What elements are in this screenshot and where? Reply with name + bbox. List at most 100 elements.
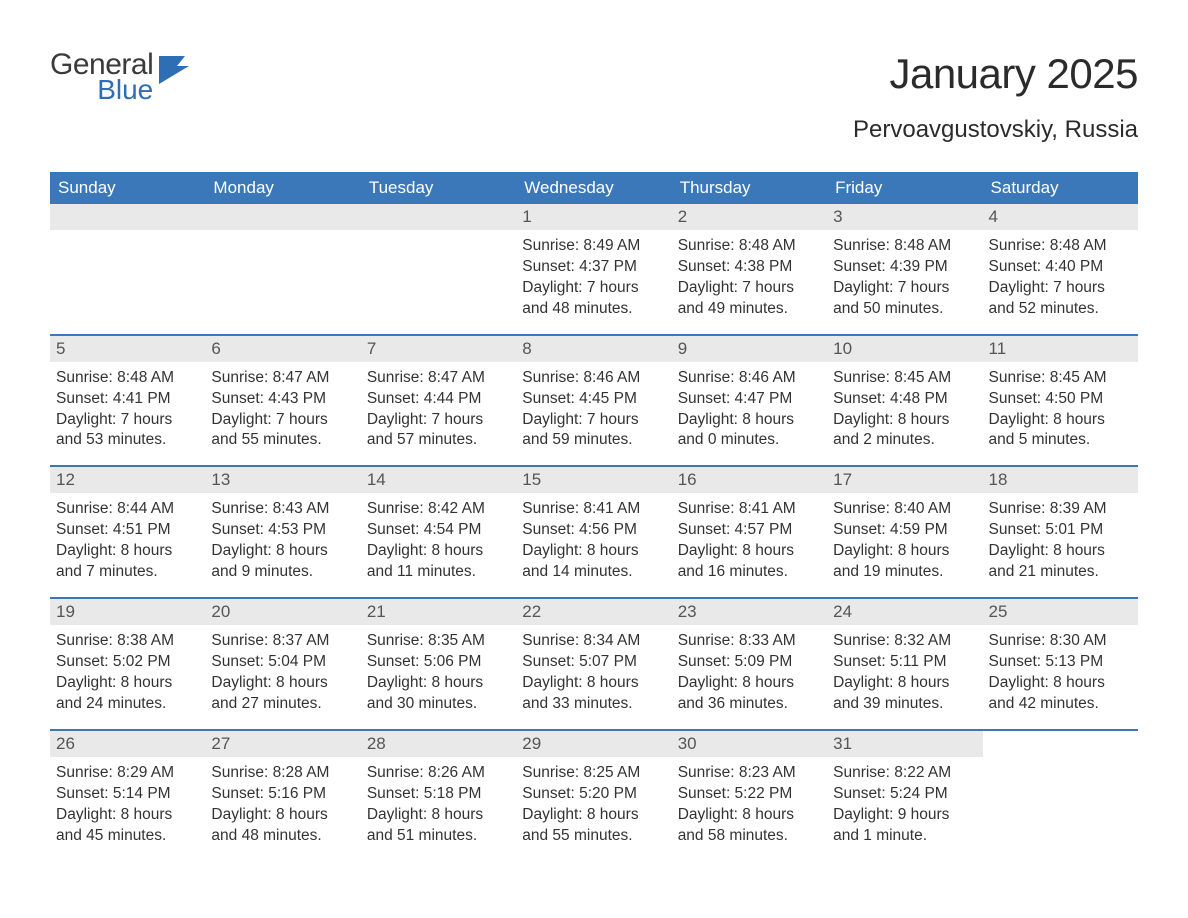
daylight-line1: Daylight: 8 hours	[833, 541, 976, 562]
day-number: 21	[361, 599, 516, 625]
daylight-line1: Daylight: 8 hours	[56, 541, 199, 562]
day-data: Sunrise: 8:48 AMSunset: 4:38 PMDaylight:…	[672, 230, 827, 334]
sunrise-text: Sunrise: 8:48 AM	[989, 236, 1132, 257]
calendar-cell: 30Sunrise: 8:23 AMSunset: 5:22 PMDayligh…	[672, 730, 827, 861]
empty-daynum	[205, 204, 360, 230]
day-number: 3	[827, 204, 982, 230]
day-number: 8	[516, 336, 671, 362]
brand-flag-icon	[159, 56, 197, 84]
day-number: 31	[827, 731, 982, 757]
brand-logo: General Blue	[50, 50, 197, 104]
calendar-cell	[205, 204, 360, 335]
weekday-header: Friday	[827, 172, 982, 204]
calendar-cell: 31Sunrise: 8:22 AMSunset: 5:24 PMDayligh…	[827, 730, 982, 861]
daylight-line2: and 33 minutes.	[522, 694, 665, 715]
sunrise-text: Sunrise: 8:42 AM	[367, 499, 510, 520]
calendar-week-row: 1Sunrise: 8:49 AMSunset: 4:37 PMDaylight…	[50, 204, 1138, 335]
sunrise-text: Sunrise: 8:44 AM	[56, 499, 199, 520]
day-number: 7	[361, 336, 516, 362]
sunrise-text: Sunrise: 8:48 AM	[833, 236, 976, 257]
sunset-text: Sunset: 4:39 PM	[833, 257, 976, 278]
calendar-week-row: 26Sunrise: 8:29 AMSunset: 5:14 PMDayligh…	[50, 730, 1138, 861]
daylight-line1: Daylight: 8 hours	[989, 410, 1132, 431]
sunrise-text: Sunrise: 8:39 AM	[989, 499, 1132, 520]
sunrise-text: Sunrise: 8:33 AM	[678, 631, 821, 652]
calendar-cell: 14Sunrise: 8:42 AMSunset: 4:54 PMDayligh…	[361, 466, 516, 598]
sunset-text: Sunset: 5:16 PM	[211, 784, 354, 805]
daylight-line1: Daylight: 8 hours	[678, 541, 821, 562]
day-data: Sunrise: 8:48 AMSunset: 4:40 PMDaylight:…	[983, 230, 1138, 334]
brand-text: General Blue	[50, 50, 153, 104]
daylight-line2: and 55 minutes.	[522, 826, 665, 847]
weekday-row: Sunday Monday Tuesday Wednesday Thursday…	[50, 172, 1138, 204]
day-data: Sunrise: 8:48 AMSunset: 4:41 PMDaylight:…	[50, 362, 205, 466]
calendar-week-row: 19Sunrise: 8:38 AMSunset: 5:02 PMDayligh…	[50, 598, 1138, 730]
calendar-cell	[361, 204, 516, 335]
daylight-line2: and 50 minutes.	[833, 299, 976, 320]
sunrise-text: Sunrise: 8:35 AM	[367, 631, 510, 652]
sunset-text: Sunset: 4:51 PM	[56, 520, 199, 541]
daylight-line1: Daylight: 7 hours	[211, 410, 354, 431]
calendar-cell: 1Sunrise: 8:49 AMSunset: 4:37 PMDaylight…	[516, 204, 671, 335]
daylight-line2: and 48 minutes.	[211, 826, 354, 847]
day-data: Sunrise: 8:42 AMSunset: 4:54 PMDaylight:…	[361, 493, 516, 597]
calendar-cell: 15Sunrise: 8:41 AMSunset: 4:56 PMDayligh…	[516, 466, 671, 598]
sunrise-text: Sunrise: 8:47 AM	[211, 368, 354, 389]
sunrise-text: Sunrise: 8:26 AM	[367, 763, 510, 784]
sunset-text: Sunset: 5:22 PM	[678, 784, 821, 805]
day-data: Sunrise: 8:35 AMSunset: 5:06 PMDaylight:…	[361, 625, 516, 729]
daylight-line2: and 24 minutes.	[56, 694, 199, 715]
day-data: Sunrise: 8:29 AMSunset: 5:14 PMDaylight:…	[50, 757, 205, 861]
daylight-line1: Daylight: 8 hours	[211, 541, 354, 562]
calendar-week-row: 5Sunrise: 8:48 AMSunset: 4:41 PMDaylight…	[50, 335, 1138, 467]
day-data: Sunrise: 8:40 AMSunset: 4:59 PMDaylight:…	[827, 493, 982, 597]
sunset-text: Sunset: 4:37 PM	[522, 257, 665, 278]
daylight-line2: and 16 minutes.	[678, 562, 821, 583]
calendar-cell: 27Sunrise: 8:28 AMSunset: 5:16 PMDayligh…	[205, 730, 360, 861]
sunrise-text: Sunrise: 8:40 AM	[833, 499, 976, 520]
calendar-table: Sunday Monday Tuesday Wednesday Thursday…	[50, 172, 1138, 860]
sunrise-text: Sunrise: 8:41 AM	[522, 499, 665, 520]
daylight-line1: Daylight: 8 hours	[367, 673, 510, 694]
calendar-cell: 8Sunrise: 8:46 AMSunset: 4:45 PMDaylight…	[516, 335, 671, 467]
daylight-line2: and 42 minutes.	[989, 694, 1132, 715]
calendar-cell: 28Sunrise: 8:26 AMSunset: 5:18 PMDayligh…	[361, 730, 516, 861]
day-number: 11	[983, 336, 1138, 362]
day-number: 30	[672, 731, 827, 757]
sunrise-text: Sunrise: 8:49 AM	[522, 236, 665, 257]
day-data: Sunrise: 8:28 AMSunset: 5:16 PMDaylight:…	[205, 757, 360, 861]
day-data: Sunrise: 8:49 AMSunset: 4:37 PMDaylight:…	[516, 230, 671, 334]
sunrise-text: Sunrise: 8:28 AM	[211, 763, 354, 784]
sunset-text: Sunset: 5:14 PM	[56, 784, 199, 805]
sunrise-text: Sunrise: 8:32 AM	[833, 631, 976, 652]
daylight-line1: Daylight: 7 hours	[833, 278, 976, 299]
sunrise-text: Sunrise: 8:48 AM	[678, 236, 821, 257]
month-title: January 2025	[853, 50, 1138, 98]
calendar-cell: 2Sunrise: 8:48 AMSunset: 4:38 PMDaylight…	[672, 204, 827, 335]
daylight-line2: and 53 minutes.	[56, 430, 199, 451]
calendar-cell: 9Sunrise: 8:46 AMSunset: 4:47 PMDaylight…	[672, 335, 827, 467]
sunrise-text: Sunrise: 8:30 AM	[989, 631, 1132, 652]
sunset-text: Sunset: 4:47 PM	[678, 389, 821, 410]
calendar-body: 1Sunrise: 8:49 AMSunset: 4:37 PMDaylight…	[50, 204, 1138, 860]
calendar-cell: 17Sunrise: 8:40 AMSunset: 4:59 PMDayligh…	[827, 466, 982, 598]
calendar-week-row: 12Sunrise: 8:44 AMSunset: 4:51 PMDayligh…	[50, 466, 1138, 598]
weekday-header: Wednesday	[516, 172, 671, 204]
sunrise-text: Sunrise: 8:23 AM	[678, 763, 821, 784]
calendar-cell: 5Sunrise: 8:48 AMSunset: 4:41 PMDaylight…	[50, 335, 205, 467]
day-number: 23	[672, 599, 827, 625]
daylight-line1: Daylight: 8 hours	[56, 805, 199, 826]
day-data: Sunrise: 8:47 AMSunset: 4:43 PMDaylight:…	[205, 362, 360, 466]
title-block: January 2025 Pervoavgustovskiy, Russia	[853, 50, 1138, 144]
calendar-cell: 13Sunrise: 8:43 AMSunset: 4:53 PMDayligh…	[205, 466, 360, 598]
day-number: 28	[361, 731, 516, 757]
daylight-line1: Daylight: 7 hours	[989, 278, 1132, 299]
daylight-line1: Daylight: 8 hours	[522, 673, 665, 694]
daylight-line1: Daylight: 8 hours	[678, 410, 821, 431]
daylight-line1: Daylight: 7 hours	[522, 278, 665, 299]
day-data: Sunrise: 8:46 AMSunset: 4:45 PMDaylight:…	[516, 362, 671, 466]
sunrise-text: Sunrise: 8:48 AM	[56, 368, 199, 389]
calendar-cell: 6Sunrise: 8:47 AMSunset: 4:43 PMDaylight…	[205, 335, 360, 467]
sunset-text: Sunset: 5:20 PM	[522, 784, 665, 805]
day-data: Sunrise: 8:41 AMSunset: 4:57 PMDaylight:…	[672, 493, 827, 597]
